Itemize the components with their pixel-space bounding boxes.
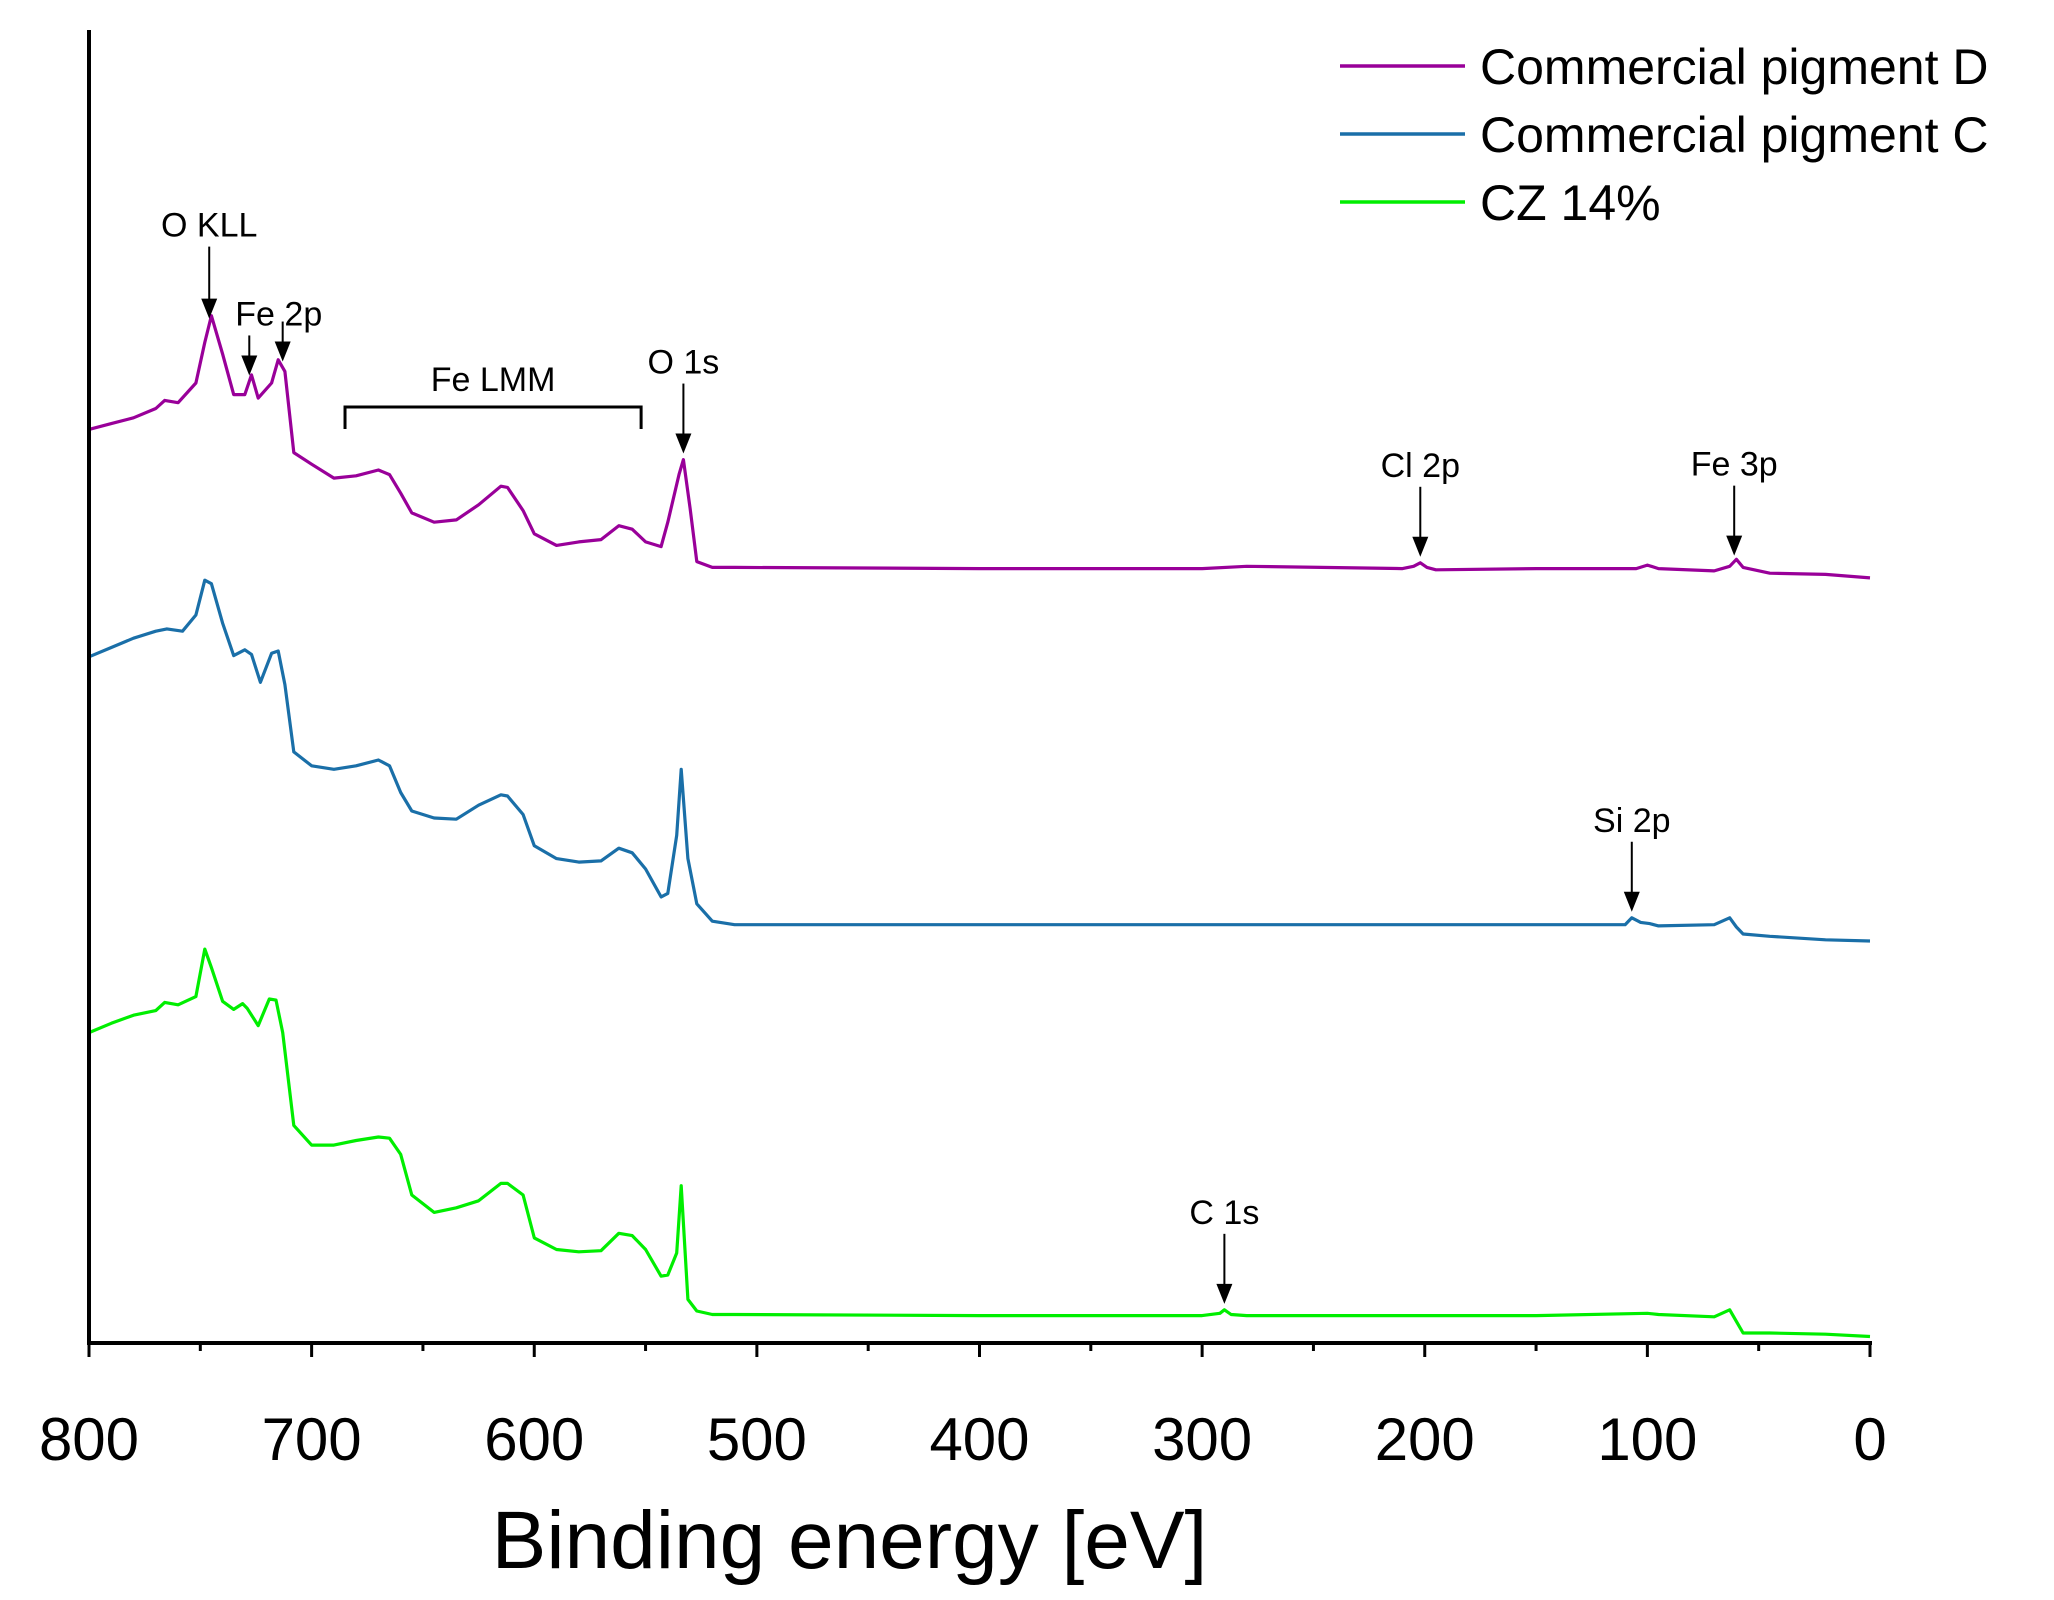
x-tick-label: 600 (484, 1406, 584, 1473)
x-tick-label: 700 (262, 1406, 362, 1473)
legend: Commercial pigment D Commercial pigment C… (1340, 39, 1988, 231)
annotation-bracket-fe-lmm: Fe LMM (343, 361, 643, 429)
annotation-arrow-fe-2p: Fe 2p (235, 295, 322, 376)
series-layer (88, 314, 1871, 1339)
annotation-arrow-c-1s: C 1s (1189, 1194, 1259, 1304)
annotation-label-si-2p: Si 2p (1593, 802, 1671, 840)
annotation-label-o-kll: O KLL (161, 207, 257, 245)
x-tick-label: 200 (1375, 1406, 1475, 1473)
annotation-arrow-fe-2p-second (274, 321, 291, 362)
annotation-arrow-o-1s: O 1s (648, 344, 720, 454)
annotation-label-fe-lmm: Fe LMM (431, 361, 556, 399)
annotation-arrow-si-2p: Si 2p (1593, 802, 1671, 912)
legend-label-commercial-pigment-d: Commercial pigment D (1480, 39, 1988, 95)
series-line-cz-14 (88, 947, 1871, 1339)
annotation-arrow-fe-3p: Fe 3p (1691, 446, 1778, 556)
annotation-label-o-1s: O 1s (648, 344, 720, 382)
x-axis-title: Binding energy [eV] (492, 1495, 1208, 1586)
annotation-arrow-cl-2p: Cl 2p (1381, 447, 1460, 557)
annotation-label-fe-3p: Fe 3p (1691, 446, 1778, 484)
x-tick-label: 100 (1597, 1406, 1697, 1473)
legend-label-commercial-pigment-c: Commercial pigment C (1480, 107, 1988, 163)
annotation-layer: O KLL Fe 2p Fe LMM O 1s Cl 2p Fe 3p Si 2p C 1s (161, 207, 1778, 1304)
legend-label-cz-14: CZ 14% (1480, 175, 1661, 231)
x-tick-label: 0 (1853, 1406, 1886, 1473)
axes-layer: 800 700 600 500 400 300 200 100 0 (39, 30, 1887, 1473)
annotation-label-cl-2p: Cl 2p (1381, 447, 1460, 485)
x-tick-label: 400 (929, 1406, 1029, 1473)
x-tick-label: 800 (39, 1406, 139, 1473)
annotation-label-c-1s: C 1s (1189, 1194, 1259, 1232)
series-line-commercial-pigment-d (88, 314, 1871, 580)
x-tick-label: 300 (1152, 1406, 1252, 1473)
series-line-commercial-pigment-c (88, 578, 1871, 943)
x-tick-label: 500 (707, 1406, 807, 1473)
annotation-arrow-o-kll: O KLL (161, 207, 257, 319)
annotation-label-fe-2p: Fe 2p (235, 295, 322, 333)
